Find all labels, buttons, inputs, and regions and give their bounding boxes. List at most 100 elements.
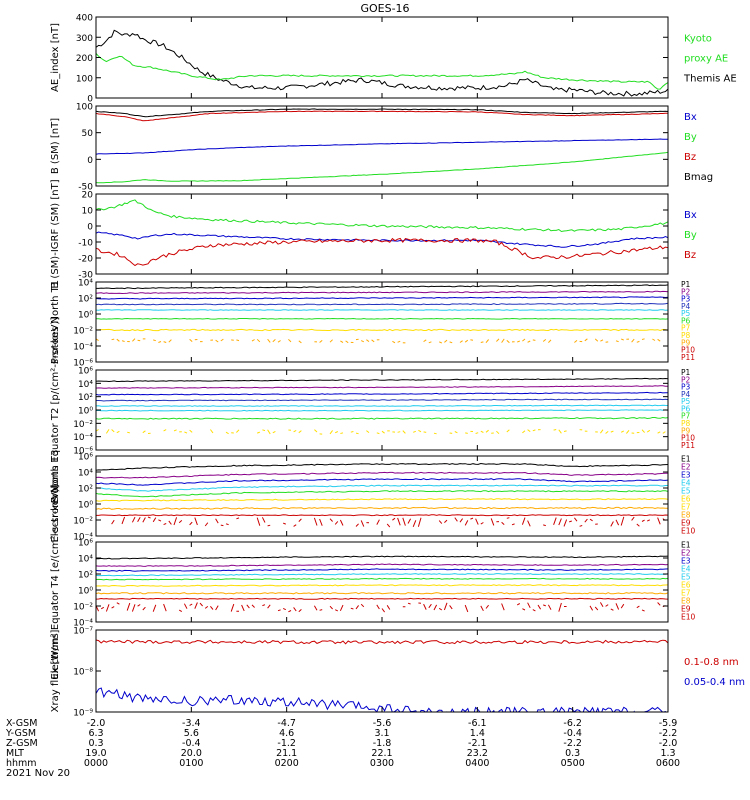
x-row-value: -1.8 (373, 738, 392, 749)
y-tick-label: 10⁶ (78, 539, 93, 549)
x-row-value: -6.1 (468, 718, 487, 729)
x-row-value: 0400 (465, 758, 489, 769)
y-tick-label: 10⁶ (78, 453, 93, 463)
series-bx (96, 138, 668, 155)
legend-item: E9 (681, 519, 691, 528)
y-tick-label: 400 (76, 14, 93, 24)
legend-item: E7 (681, 503, 691, 512)
y-tick-label: 200 (76, 54, 93, 64)
series-e1 (96, 555, 668, 560)
y-tick-label: 10⁴ (78, 469, 93, 479)
y-axis-label: Xray flux [W/m²] (50, 630, 61, 713)
x-row-value: 0500 (561, 758, 585, 769)
series-e4 (96, 573, 668, 577)
series-p8 (96, 338, 661, 344)
x-row-value: -2.1 (468, 738, 487, 749)
y-tick-label: 10⁰ (78, 587, 93, 597)
series-group (96, 555, 668, 613)
x-row-value: 0.3 (88, 738, 103, 749)
y-tick-label: 10⁻⁸ (73, 668, 93, 678)
legend-item: P2 (681, 287, 691, 296)
series-0-05-0-4-nm (96, 687, 667, 712)
panel-8: 10⁻⁹ 10⁻⁸ 10⁻⁷ Xray flux [W/m²] 0.1-0.8 nm 0.… (50, 627, 745, 719)
x-row-value: -0.4 (182, 738, 201, 749)
x-row-value: 1.3 (660, 748, 675, 759)
y-tick-label: 10² (78, 295, 93, 305)
legend-item: P9 (681, 426, 691, 435)
x-row-value: -2.0 (659, 738, 678, 749)
x-row-value: 3.1 (374, 728, 389, 739)
y-tick-label: 10² (78, 485, 93, 495)
legend-item: P10 (681, 346, 695, 355)
x-row-value: -2.0 (87, 718, 106, 729)
legend-item: E3 (681, 557, 691, 566)
y-tick-label: 10² (78, 571, 93, 581)
x-row-value: 4.6 (279, 728, 294, 739)
y-tick-label: 10⁰ (78, 407, 93, 417)
legend-item: E6 (681, 581, 691, 590)
y-axis-label: B (SM)-IGRF (SM) [nT] (50, 179, 61, 288)
x-row-label: Z-GSM (6, 738, 38, 749)
legend-item: P9 (681, 338, 691, 347)
legend-item: P8 (681, 419, 691, 428)
series-p7 (96, 328, 668, 332)
series-e5 (96, 577, 668, 581)
x-row-value: -2.2 (659, 728, 678, 739)
legend-item: E1 (681, 455, 691, 464)
legend-item: E4 (681, 565, 691, 574)
x-row-value: 21.1 (276, 748, 297, 759)
y-tick-label: 10⁶ (78, 367, 93, 377)
y-tick-label: 10⁻⁴ (73, 433, 93, 443)
legend-item: Bz (684, 152, 696, 163)
legend-item: Kyoto (684, 34, 712, 45)
panel-2: -50 0 50 100 B (SM) [nT] Bx By Bz Bmag (50, 103, 713, 193)
y-axis-label: Electrons North T3 (50, 449, 61, 542)
legend-item: P8 (681, 331, 691, 340)
series-p1 (96, 377, 668, 383)
series-p5 (96, 309, 668, 311)
legend-item: P4 (681, 302, 691, 311)
x-row-value: 22.1 (371, 748, 392, 759)
plot-title: GOES-16 (360, 2, 409, 15)
panel-3: -30 -20 -10 0 10 20 B (SM)-IGRF (SM) [nT] Bx By B… (50, 179, 697, 288)
y-tick-label: 10⁻² (73, 327, 93, 337)
legend-item: P3 (681, 295, 691, 304)
series-e6 (96, 584, 668, 587)
y-tick-label: -20 (78, 255, 93, 265)
x-row-value: 0100 (179, 758, 203, 769)
series-e6 (96, 498, 668, 502)
series-group (96, 108, 668, 184)
x-row-label: hhmm (6, 758, 37, 769)
date-label: 2021 Nov 20 (6, 768, 70, 779)
x-row-value: -5.6 (373, 718, 392, 729)
x-row-value: 5.6 (184, 728, 199, 739)
series-e7 (96, 506, 668, 510)
legend-item: P3 (681, 383, 691, 392)
legend-item: P10 (681, 434, 695, 443)
x-row-value: -3.4 (182, 718, 201, 729)
series-e3 (96, 478, 668, 486)
y-tick-label: 50 (82, 129, 94, 139)
series-e2 (96, 471, 668, 479)
y-tick-label: 10⁴ (78, 555, 93, 565)
y-tick-label: 10⁻⁴ (73, 619, 93, 629)
legend-item: E1 (681, 541, 691, 550)
series-e9 (111, 516, 666, 528)
legend-item: E2 (681, 463, 691, 472)
x-row-value: 0000 (84, 758, 108, 769)
series-e9 (96, 602, 666, 613)
y-tick-label: 300 (76, 34, 93, 44)
series-group (96, 462, 668, 528)
y-tick-label: 0 (87, 223, 93, 233)
series-p4 (96, 398, 668, 402)
legend-item: proxy AE (684, 54, 728, 65)
legend-item: 0.1-0.8 nm (684, 657, 739, 668)
y-tick-label: 10⁻⁴ (73, 533, 93, 543)
y-axis-label: Protons Equator T2 [p/(cm²-s-sr-keV)] (50, 317, 61, 504)
y-tick-label: 10⁰ (78, 501, 93, 511)
y-axis-label: Protons North T1 (50, 280, 61, 364)
legend-item: E10 (681, 527, 696, 536)
legend-item: E8 (681, 597, 691, 606)
